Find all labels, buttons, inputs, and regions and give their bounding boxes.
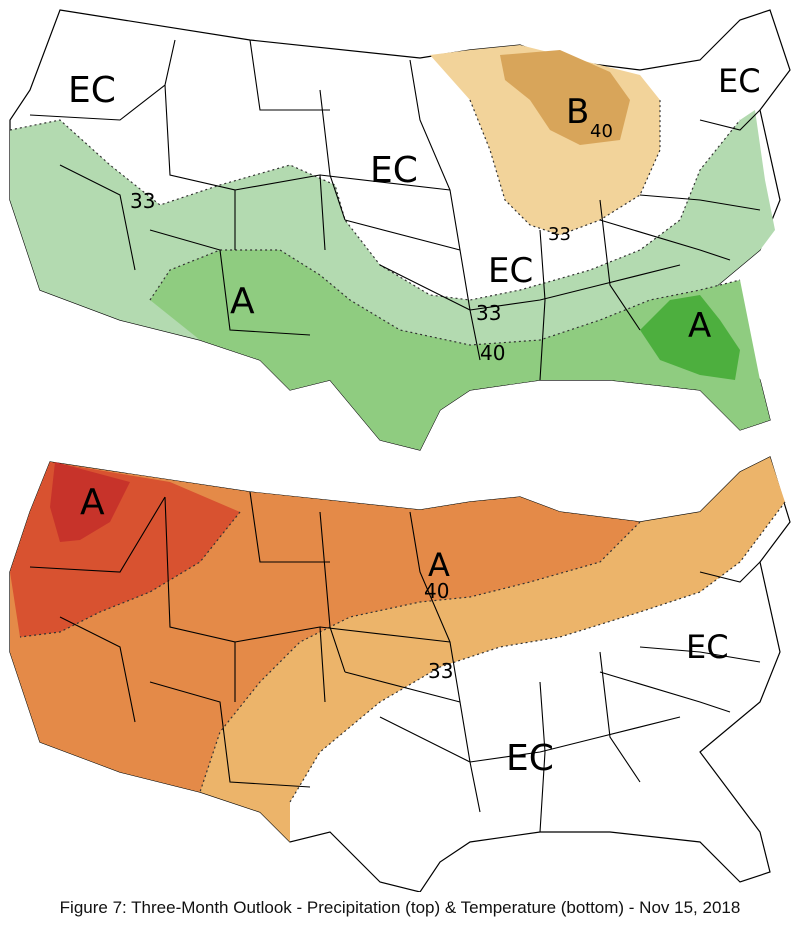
temp-label-a-northwest: A [80, 482, 105, 523]
temp-label-ec-east: EC [686, 628, 729, 666]
temp-label-a-northplains: A [428, 546, 450, 584]
wet-40-region [150, 250, 770, 450]
figure-caption: Figure 7: Three-Month Outlook - Precipit… [59, 898, 741, 917]
temp-label-40: 40 [424, 579, 449, 603]
state-borders [29, 39, 761, 381]
precip-label-a-southwest: A [230, 281, 255, 322]
precip-label-33-midwest: 33 [548, 224, 571, 245]
temp-label-ec-south: EC [506, 738, 554, 779]
state-borders [29, 491, 761, 833]
precip-label-ec-midsouth: EC [488, 251, 533, 291]
precip-label-33-west: 33 [130, 189, 155, 213]
temperature-outlook-map: A A 40 33 EC EC [9, 456, 791, 892]
precip-label-ec-plains: EC [370, 150, 418, 191]
precip-label-40-greatlakes: 40 [590, 121, 613, 142]
wet-50-region [640, 295, 740, 380]
precip-label-ec-northwest: EC [68, 70, 116, 111]
precipitation-outlook-map: EC EC EC EC A A B 33 33 33 40 40 [9, 9, 791, 451]
warm-60-region [50, 462, 130, 542]
dry-40-region [500, 50, 630, 145]
temp-label-33: 33 [428, 659, 453, 683]
contour-33-dry [469, 99, 661, 236]
precip-label-b-greatlakes: B [566, 92, 589, 132]
precip-label-40-south: 40 [480, 341, 505, 365]
precip-label-33-south: 33 [476, 301, 501, 325]
precip-label-a-southeast: A [688, 306, 711, 346]
precip-label-ec-northeast: EC [718, 62, 761, 100]
